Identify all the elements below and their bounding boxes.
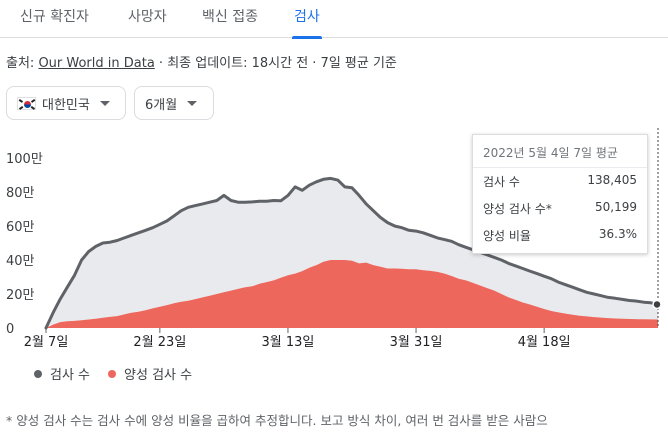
legend-item-tests[interactable]: 검사 수	[34, 364, 90, 383]
tooltip-row-tests: 검사 수 138,405	[473, 168, 647, 195]
tab-new-cases[interactable]: 신규 확진자	[20, 9, 89, 25]
tooltip-row-positive: 양성 검사 수* 50,199	[473, 195, 647, 222]
x-tick-label: 4월 18일	[518, 335, 571, 350]
hover-point	[652, 299, 662, 310]
tab-bar: 신규 확진자 사망자 백신 접종 검사	[0, 0, 668, 39]
tooltip-label: 양성 비율	[483, 229, 531, 243]
tab-testing[interactable]: 검사	[292, 0, 322, 39]
y-tick-label: 100만	[6, 152, 43, 167]
tooltip-row-rate: 양성 비율 36.3%	[473, 222, 647, 253]
chart-tooltip: 2022년 5월 4일 7일 평균 검사 수 138,405 양성 검사 수* …	[472, 134, 648, 254]
legend-dot-icon	[108, 369, 117, 378]
source-line: 출처: Our World in Data · 최종 업데이트: 18시간 전 …	[6, 52, 397, 71]
footnote: * 양성 검사 수는 검사 수에 양성 비율을 곱하여 추정합니다. 보고 방식…	[6, 413, 548, 428]
tab-vaccination[interactable]: 백신 접종	[202, 9, 258, 25]
tests-chart: 100만 80만 60만 40만 20만 0 2월 7일 2월 23일 3월 13일 3월 31일…	[6, 128, 662, 350]
tooltip-value: 50,199	[595, 200, 637, 214]
legend-item-positive[interactable]: 양성 검사 수	[108, 364, 192, 383]
tooltip-value: 36.3%	[598, 227, 637, 241]
y-tick-label: 0	[6, 322, 14, 337]
source-prefix: 출처:	[6, 56, 39, 71]
chart-legend: 검사 수 양성 검사 수	[34, 364, 210, 383]
x-tick-label: 3월 13일	[262, 335, 315, 350]
y-tick-label: 20만	[6, 288, 35, 303]
tooltip-label: 양성 검사 수*	[483, 202, 552, 216]
chevron-down-icon	[187, 100, 198, 106]
country-label: 대한민국	[42, 97, 90, 113]
legend-label: 양성 검사 수	[124, 368, 193, 383]
tooltip-value: 138,405	[587, 173, 637, 187]
korea-flag-icon	[17, 96, 36, 110]
legend-label: 검사 수	[50, 368, 91, 383]
legend-dot-icon	[34, 369, 42, 378]
source-link[interactable]: Our World in Data	[38, 56, 155, 71]
x-tick-label: 2월 23일	[133, 335, 186, 350]
source-suffix: · 최종 업데이트: 18시간 전 · 7일 평균 기준	[154, 56, 397, 71]
y-tick-label: 40만	[6, 254, 35, 269]
x-tick-label: 2월 7일	[24, 335, 69, 350]
y-tick-label: 60만	[6, 220, 35, 235]
y-tick-label: 80만	[6, 186, 35, 201]
period-dropdown[interactable]: 6개월	[134, 86, 214, 120]
tab-deaths[interactable]: 사망자	[128, 9, 167, 25]
chevron-down-icon	[99, 100, 110, 106]
tests-area	[46, 178, 658, 328]
country-dropdown[interactable]: 대한민국	[6, 86, 126, 120]
tooltip-label: 검사 수	[483, 175, 520, 189]
x-tick-label: 3월 31일	[390, 335, 443, 350]
tests-line	[44, 176, 660, 330]
tooltip-title: 2022년 5월 4일 7일 평균	[473, 135, 647, 168]
period-label: 6개월	[145, 97, 178, 113]
positive-tests-area	[46, 260, 658, 328]
